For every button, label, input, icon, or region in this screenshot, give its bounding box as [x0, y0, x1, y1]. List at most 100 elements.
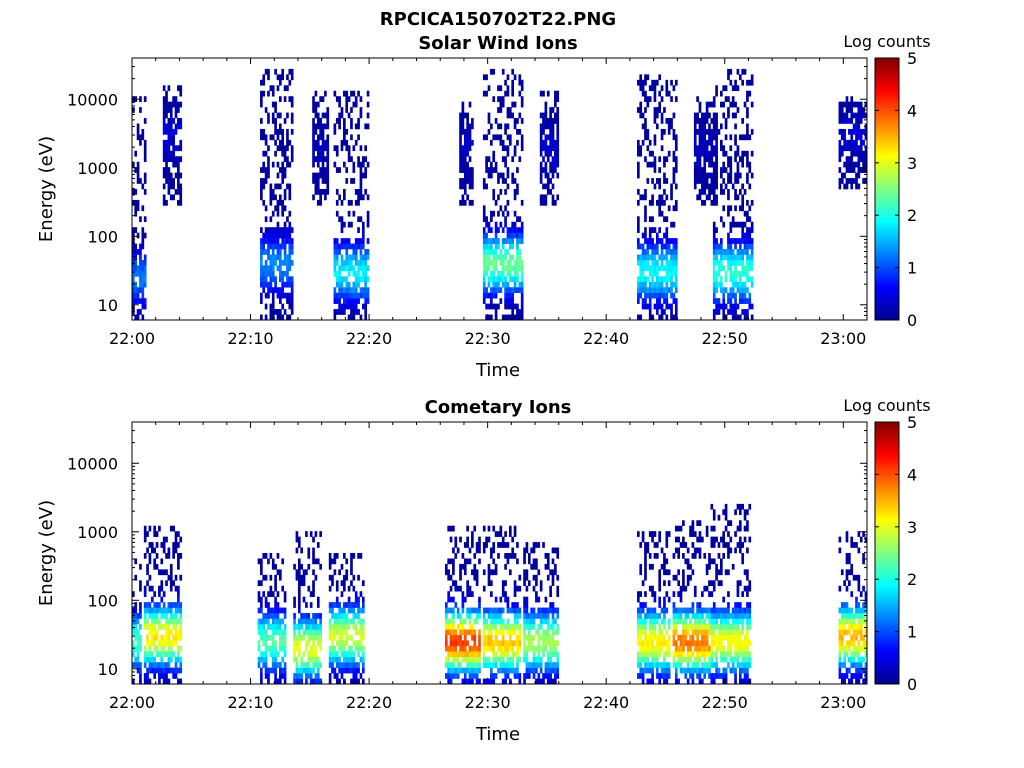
heatmap-cell: [516, 662, 519, 668]
heatmap-cell: [473, 673, 477, 679]
heatmap-cell: [549, 662, 552, 668]
heatmap-cell: [542, 542, 545, 548]
heatmap-cell: [463, 145, 467, 152]
heatmap-cell: [748, 503, 752, 510]
heatmap-cell: [648, 607, 652, 614]
heatmap-cell: [343, 123, 346, 130]
heatmap-cell: [274, 276, 277, 283]
heatmap-cell: [696, 656, 699, 663]
heatmap-cell: [139, 134, 142, 141]
heatmap-cell: [316, 596, 320, 603]
heatmap-cell: [172, 183, 175, 190]
heatmap-cell: [468, 183, 472, 190]
heatmap-cell: [840, 678, 844, 685]
heatmap-cell: [684, 673, 688, 679]
heatmap-cell: [449, 667, 453, 674]
heatmap-cell: [333, 128, 337, 135]
heatmap-cell: [511, 298, 515, 304]
heatmap-cell: [696, 673, 699, 679]
heatmap-cell: [276, 287, 280, 294]
heatmap-cell: [461, 150, 465, 157]
heatmap-cell: [845, 156, 849, 163]
heatmap-cell: [746, 667, 749, 674]
heatmap-cell: [655, 303, 659, 310]
heatmap-cell: [297, 580, 301, 587]
heatmap-cell: [165, 553, 168, 559]
heatmap-cell: [506, 303, 510, 310]
heatmap-cell: [271, 85, 275, 92]
heatmap-cell: [283, 156, 287, 163]
heatmap-cell: [684, 634, 688, 641]
heatmap-cell: [518, 227, 522, 233]
heatmap-cell: [539, 585, 543, 592]
heatmap-cell: [335, 553, 339, 559]
heatmap-cell: [297, 596, 301, 603]
heatmap-cell: [364, 287, 368, 294]
heatmap-cell: [340, 145, 344, 152]
heatmap-cell: [150, 651, 154, 658]
heatmap-cell: [260, 281, 263, 288]
heatmap-cell: [651, 254, 654, 261]
heatmap-cell: [696, 112, 699, 119]
heatmap-cell: [696, 536, 699, 543]
heatmap-cell: [532, 613, 536, 619]
heatmap-cell: [177, 161, 180, 168]
heatmap-cell: [165, 145, 168, 152]
heatmap-cell: [852, 123, 856, 130]
heatmap-cell: [852, 128, 856, 135]
heatmap-cell: [663, 667, 666, 674]
heatmap-cell: [357, 607, 360, 614]
heatmap-cell: [295, 640, 299, 647]
heatmap-cell: [667, 651, 671, 658]
heatmap-cell: [331, 662, 334, 668]
heatmap-cell: [532, 547, 536, 554]
heatmap-cell: [148, 640, 152, 647]
heatmap-cell: [504, 276, 507, 283]
heatmap-cell: [724, 118, 728, 124]
heatmap-cell: [487, 227, 491, 233]
heatmap-cell: [279, 194, 282, 201]
heatmap-cell: [271, 227, 275, 233]
heatmap-cell: [283, 613, 287, 619]
heatmap-cell: [708, 194, 711, 201]
heatmap-cell: [321, 123, 325, 130]
heatmap-cell: [639, 662, 643, 668]
heatmap-cell: [738, 580, 742, 587]
heatmap-cell: [257, 645, 261, 652]
heatmap-cell: [729, 298, 733, 304]
heatmap-cell: [482, 662, 486, 668]
heatmap-cell: [546, 156, 550, 163]
heatmap-cell: [743, 249, 747, 255]
heatmap-cell: [689, 618, 692, 625]
heatmap-cell: [312, 558, 315, 565]
heatmap-cell: [461, 591, 465, 597]
heatmap-cell: [655, 656, 659, 663]
heatmap-cell: [132, 199, 135, 206]
heatmap-cell: [485, 656, 488, 663]
heatmap-cell: [497, 607, 500, 614]
heatmap-cell: [463, 629, 467, 636]
heatmap-cell: [743, 662, 747, 668]
heatmap-cell: [722, 678, 726, 685]
heatmap-cell: [556, 651, 560, 658]
heatmap-cell: [143, 618, 147, 625]
heatmap-cell: [556, 667, 560, 674]
heatmap-cell: [648, 161, 652, 168]
heatmap-cell: [461, 128, 465, 135]
heatmap-cell: [267, 156, 270, 163]
heatmap-cell: [554, 629, 557, 636]
heatmap-cell: [143, 623, 147, 630]
heatmap-cell: [366, 123, 370, 130]
heatmap-cell: [347, 634, 351, 641]
heatmap-cell: [653, 607, 657, 614]
heatmap-cell: [639, 74, 643, 81]
heatmap-cell: [738, 259, 742, 266]
heatmap-cell: [167, 145, 171, 152]
heatmap-cell: [516, 249, 519, 255]
heatmap-cell: [746, 314, 749, 321]
heatmap-cell: [705, 569, 709, 576]
heatmap-cell: [646, 134, 650, 141]
heatmap-cell: [544, 662, 548, 668]
heatmap-cell: [672, 656, 676, 663]
heatmap-cell: [141, 134, 145, 141]
